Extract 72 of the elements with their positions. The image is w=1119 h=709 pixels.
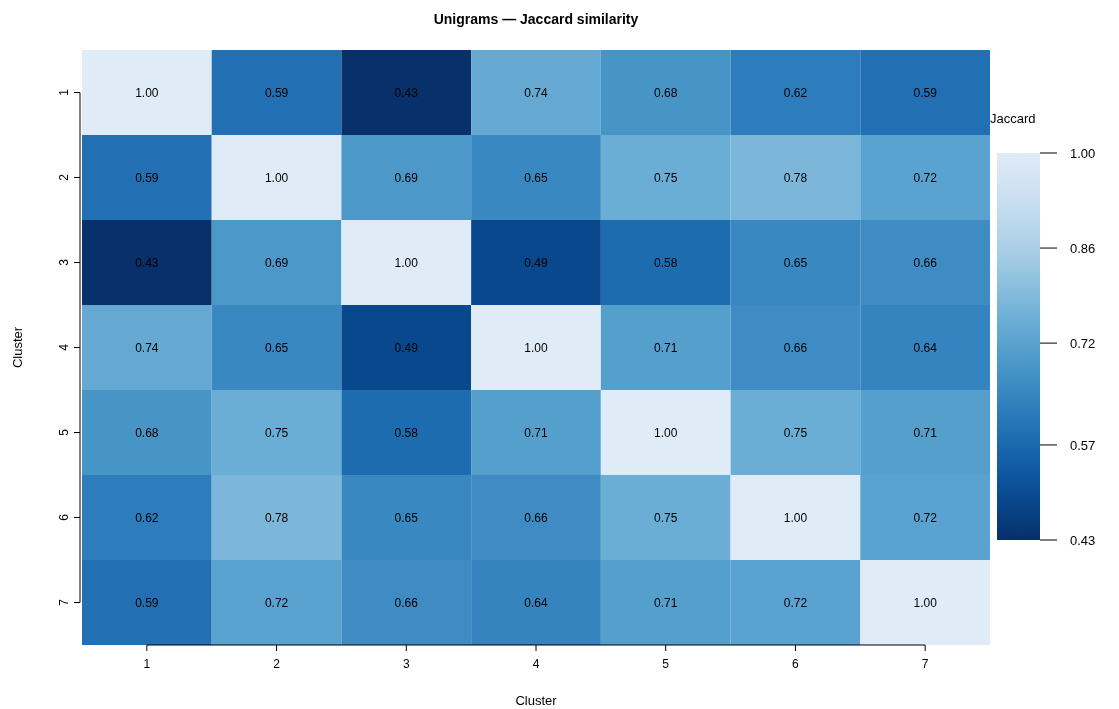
data-label: 0.66 [783, 340, 808, 355]
data-label: 0.64 [524, 595, 548, 610]
color-bar-label: 1.00 [1070, 146, 1096, 161]
x-tick-label: 1 [143, 657, 151, 671]
data-label: 0.43 [394, 85, 419, 100]
data-label: 0.62 [783, 85, 808, 100]
data-label: 0.66 [394, 595, 419, 610]
data-label: 1.00 [135, 85, 159, 100]
data-label: 0.71 [654, 340, 678, 355]
data-label: 1.00 [394, 255, 419, 270]
x-tick-label: 4 [532, 657, 540, 671]
x-tick-label: 5 [662, 657, 670, 671]
y-axis-title: Cluster [10, 326, 25, 369]
color-bar-label: 0.72 [1070, 336, 1096, 352]
data-label: 0.66 [913, 255, 938, 270]
data-label: 0.71 [524, 425, 548, 440]
data-label: 0.69 [394, 170, 419, 185]
x-tick-label: 7 [921, 657, 929, 671]
data-label: 0.64 [913, 340, 938, 355]
data-label: 0.58 [654, 255, 678, 270]
data-label: 0.72 [783, 595, 808, 610]
x-tick-label: 3 [402, 657, 410, 671]
data-label: 0.49 [394, 340, 419, 355]
color-bar-title: Jaccard [990, 111, 1036, 126]
data-label: 0.71 [913, 425, 938, 440]
y-tick-label: 1 [57, 88, 71, 96]
color-bar-label: 0.57 [1070, 437, 1096, 453]
y-tick-label: 5 [57, 428, 71, 436]
data-label: 0.75 [654, 510, 678, 525]
color-bar-label: 0.43 [1070, 533, 1096, 548]
chart-title: Unigrams — Jaccard similarity [433, 11, 639, 27]
data-label: 0.75 [264, 425, 289, 440]
data-label: 0.43 [135, 255, 159, 270]
y-tick-label: 4 [57, 343, 71, 351]
x-tick-label: 2 [273, 657, 281, 671]
data-label: 0.71 [654, 595, 678, 610]
data-label: 0.78 [264, 510, 289, 525]
data-label: 0.65 [783, 255, 808, 270]
color-bar-label: 0.86 [1070, 241, 1096, 257]
data-label: 0.72 [264, 595, 289, 610]
data-label: 0.65 [394, 510, 419, 525]
data-label: 0.62 [135, 510, 159, 525]
data-label: 0.78 [783, 170, 808, 185]
data-label: 0.68 [135, 425, 159, 440]
data-label: 1.00 [524, 340, 548, 355]
data-label: 1.00 [913, 595, 938, 610]
y-tick-label: 6 [57, 513, 71, 521]
data-label: 0.59 [135, 595, 159, 610]
data-label: 1.00 [264, 170, 289, 185]
data-label: 0.75 [654, 170, 678, 185]
y-tick-label: 3 [57, 258, 71, 266]
x-tick-label: 6 [792, 657, 800, 671]
data-label: 0.66 [524, 510, 548, 525]
y-tick-label: 7 [57, 598, 71, 606]
y-tick-label: 2 [57, 173, 71, 181]
data-label: 0.65 [264, 340, 289, 355]
data-label: 1.00 [654, 425, 678, 440]
data-label: 1.00 [783, 510, 808, 525]
data-label: 0.72 [913, 170, 938, 185]
data-label: 0.69 [264, 255, 289, 270]
data-label: 0.68 [654, 85, 678, 100]
data-label: 0.59 [264, 85, 289, 100]
data-label: 0.59 [135, 170, 159, 185]
data-label: 0.59 [913, 85, 938, 100]
x-axis-title: Cluster [515, 693, 558, 708]
data-label: 0.65 [524, 170, 548, 185]
data-label: 0.49 [524, 255, 548, 270]
data-label: 0.72 [913, 510, 938, 525]
data-label: 0.75 [783, 425, 808, 440]
data-label: 0.58 [394, 425, 419, 440]
data-label: 0.74 [524, 85, 548, 100]
data-label: 0.74 [135, 340, 159, 355]
